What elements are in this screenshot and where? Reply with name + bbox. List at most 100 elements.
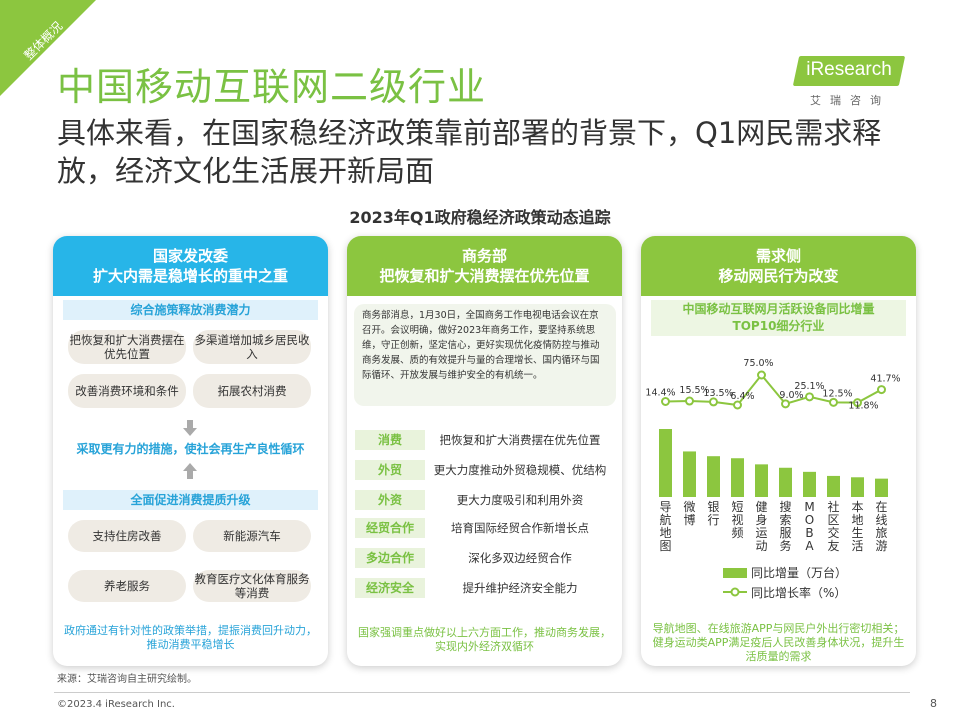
arrow-up-icon — [183, 463, 197, 479]
bar — [731, 458, 744, 497]
growth-rate-point — [853, 398, 862, 408]
chart-title: 中国移动互联网月活跃设备同比增量 TOP10细分行业 — [651, 300, 906, 336]
growth-rate-label: 11.8% — [848, 401, 878, 412]
keyword-desc: 培育国际经贸合作新增长点 — [451, 521, 589, 535]
category-label: 本地生活 — [851, 500, 863, 553]
growth-rate-point — [829, 397, 838, 407]
panel-ndrc-head-line2: 扩大内需是稳增长的重中之重 — [92, 267, 288, 285]
logo-sub: 艾瑞咨询 — [810, 94, 890, 107]
legend-bar-label: 同比增量（万台） — [751, 565, 847, 580]
panel-mofcom: 商务部 把恢复和扩大消费摆在优先位置 商务部消息，1月30日，全国商务工作电视电… — [347, 236, 622, 666]
chart-title-line2: TOP10细分行业 — [732, 319, 825, 333]
copyright: ©2023.4 iResearch Inc. — [57, 699, 175, 710]
growth-rate-line — [665, 373, 882, 407]
bar — [851, 477, 864, 497]
corner-triangle — [0, 0, 96, 96]
bar — [779, 467, 792, 497]
section-title: 2023年Q1政府稳经济政策动态追踪 — [349, 208, 611, 227]
growth-rate-point — [709, 397, 718, 407]
category-label: 导航地图 — [659, 500, 671, 553]
growth-rate-point — [661, 397, 670, 407]
growth-rate-point — [733, 400, 742, 410]
growth-rate-label: 41.7% — [870, 374, 900, 385]
mid-statement: 采取更有力的措施，使社会再生产良性循环 — [76, 442, 305, 456]
keyword-desc: 更大力度推动外贸稳规模、优结构 — [433, 463, 607, 477]
panel-demand-head-line2: 移动网民行为改变 — [718, 267, 839, 285]
block2-item: 新能源汽车 — [193, 520, 311, 552]
bar — [659, 429, 672, 497]
panel-ndrc-head-line1: 国家发改委 — [152, 247, 228, 265]
block1-item: 把恢复和扩大消费摆在优先位置 — [68, 330, 186, 364]
footer-divider — [54, 692, 910, 693]
source-note: 来源：艾瑞咨询自主研究绘制。 — [57, 674, 197, 685]
panel-demand-footnote: 导航地图、在线旅游APP与网民户外出行密切相关；健身运动类APP满足疫后人民改善… — [652, 622, 905, 663]
growth-rate-point — [805, 392, 814, 402]
category-label: 银行 — [707, 500, 719, 527]
panel-ndrc: 国家发改委 扩大内需是稳增长的重中之重 综合施策释放消费潜力 把恢复和扩大消费摆… — [53, 236, 328, 666]
growth-rate-label: 6.4% — [730, 391, 754, 402]
bar — [707, 456, 720, 497]
panel-mofcom-header: 商务部 把恢复和扩大消费摆在优先位置 — [347, 236, 622, 296]
block1-item: 多渠道增加城乡居民收入 — [193, 330, 311, 364]
growth-rate-label: 13.5% — [703, 388, 733, 399]
growth-rate-point — [757, 370, 766, 380]
block1-item: 拓展农村消费 — [193, 374, 311, 408]
category-label: 在线旅游 — [875, 500, 887, 553]
block1-item: 改善消费环境和条件 — [68, 374, 186, 408]
growth-rate-label: 25.1% — [794, 381, 824, 392]
panel-demand-header: 需求侧 移动网民行为改变 — [641, 236, 916, 296]
keyword-tag: 消费 — [355, 430, 425, 450]
keyword-desc: 把恢复和扩大消费摆在优先位置 — [439, 433, 601, 447]
bar — [803, 471, 816, 497]
panel-mofcom-head-line2: 把恢复和扩大消费摆在优先位置 — [379, 267, 590, 285]
keyword-tag: 外资 — [355, 490, 425, 510]
keyword-desc: 深化多双边经贸合作 — [468, 551, 572, 565]
legend-line-label: 同比增长率（%） — [751, 585, 846, 600]
block2-item: 教育医疗文化体育服务等消费 — [193, 570, 311, 602]
keyword-desc: 提升维护经济安全能力 — [462, 581, 578, 595]
panel-ndrc-header: 国家发改委 扩大内需是稳增长的重中之重 — [53, 236, 328, 296]
page-title: 中国移动互联网二级行业 — [57, 65, 487, 109]
category-label: 微博 — [683, 500, 695, 527]
category-label: 健身运动 — [755, 500, 767, 553]
bar — [827, 475, 840, 497]
keyword-tag: 外贸 — [355, 460, 425, 480]
bar — [875, 478, 888, 497]
growth-rate-label: 12.5% — [822, 388, 852, 399]
category-label: 短视频 — [731, 500, 743, 540]
block2-item: 养老服务 — [68, 570, 186, 602]
category-label: 搜索服务 — [779, 499, 791, 553]
legend-bar-swatch — [723, 568, 747, 578]
growth-rate-label: 9.0% — [779, 390, 803, 401]
growth-rate-point — [877, 385, 886, 395]
legend-line-marker — [730, 587, 740, 597]
growth-rate-point — [685, 396, 694, 406]
block2-label: 全面促进消费提质升级 — [63, 490, 318, 510]
panel-mofcom-footnote: 国家强调重点做好以上六方面工作，推动商务发展，实现内外经济双循环 — [358, 626, 611, 653]
keyword-desc: 更大力度吸引和利用外资 — [456, 493, 584, 507]
page-subtitle: 具体来看，在国家稳经济政策靠前部署的背景下，Q1网民需求释放，经济文化生活展开新… — [57, 116, 882, 188]
panel-mofcom-head-line1: 商务部 — [461, 247, 507, 265]
growth-rate-point — [781, 399, 790, 409]
panel-demand: 需求侧 移动网民行为改变 中国移动互联网月活跃设备同比增量 TOP10细分行业 … — [641, 236, 916, 666]
panel-demand-head-line1: 需求侧 — [755, 247, 801, 265]
iresearch-logo: iResearch 艾瑞咨询 — [790, 54, 910, 109]
category-label: 社区交友 — [827, 499, 839, 553]
corner-tag: 整体概况 — [0, 0, 96, 96]
keyword-tag: 多边合作 — [355, 548, 425, 568]
panel-ndrc-footnote: 政府通过有针对性的政策举措，提振消费回升动力，推动消费平稳增长 — [64, 624, 317, 651]
growth-rate-label: 14.4% — [645, 388, 675, 399]
arrow-down-icon — [183, 420, 197, 436]
growth-rate-label: 15.5% — [679, 385, 709, 396]
meeting-quote: 商务部消息，1月30日，全国商务工作电视电话会议在京召开。会议明确，做好2023… — [354, 304, 616, 406]
keyword-tag: 经济安全 — [355, 578, 425, 598]
bar — [755, 464, 768, 497]
keyword-tag: 经贸合作 — [355, 518, 425, 538]
logo-name: iResearch — [806, 59, 892, 80]
bar — [683, 451, 696, 497]
block2-item: 支持住房改善 — [68, 520, 186, 552]
chart-title-line1: 中国移动互联网月活跃设备同比增量 — [682, 302, 875, 316]
growth-rate-label: 75.0% — [743, 358, 773, 369]
